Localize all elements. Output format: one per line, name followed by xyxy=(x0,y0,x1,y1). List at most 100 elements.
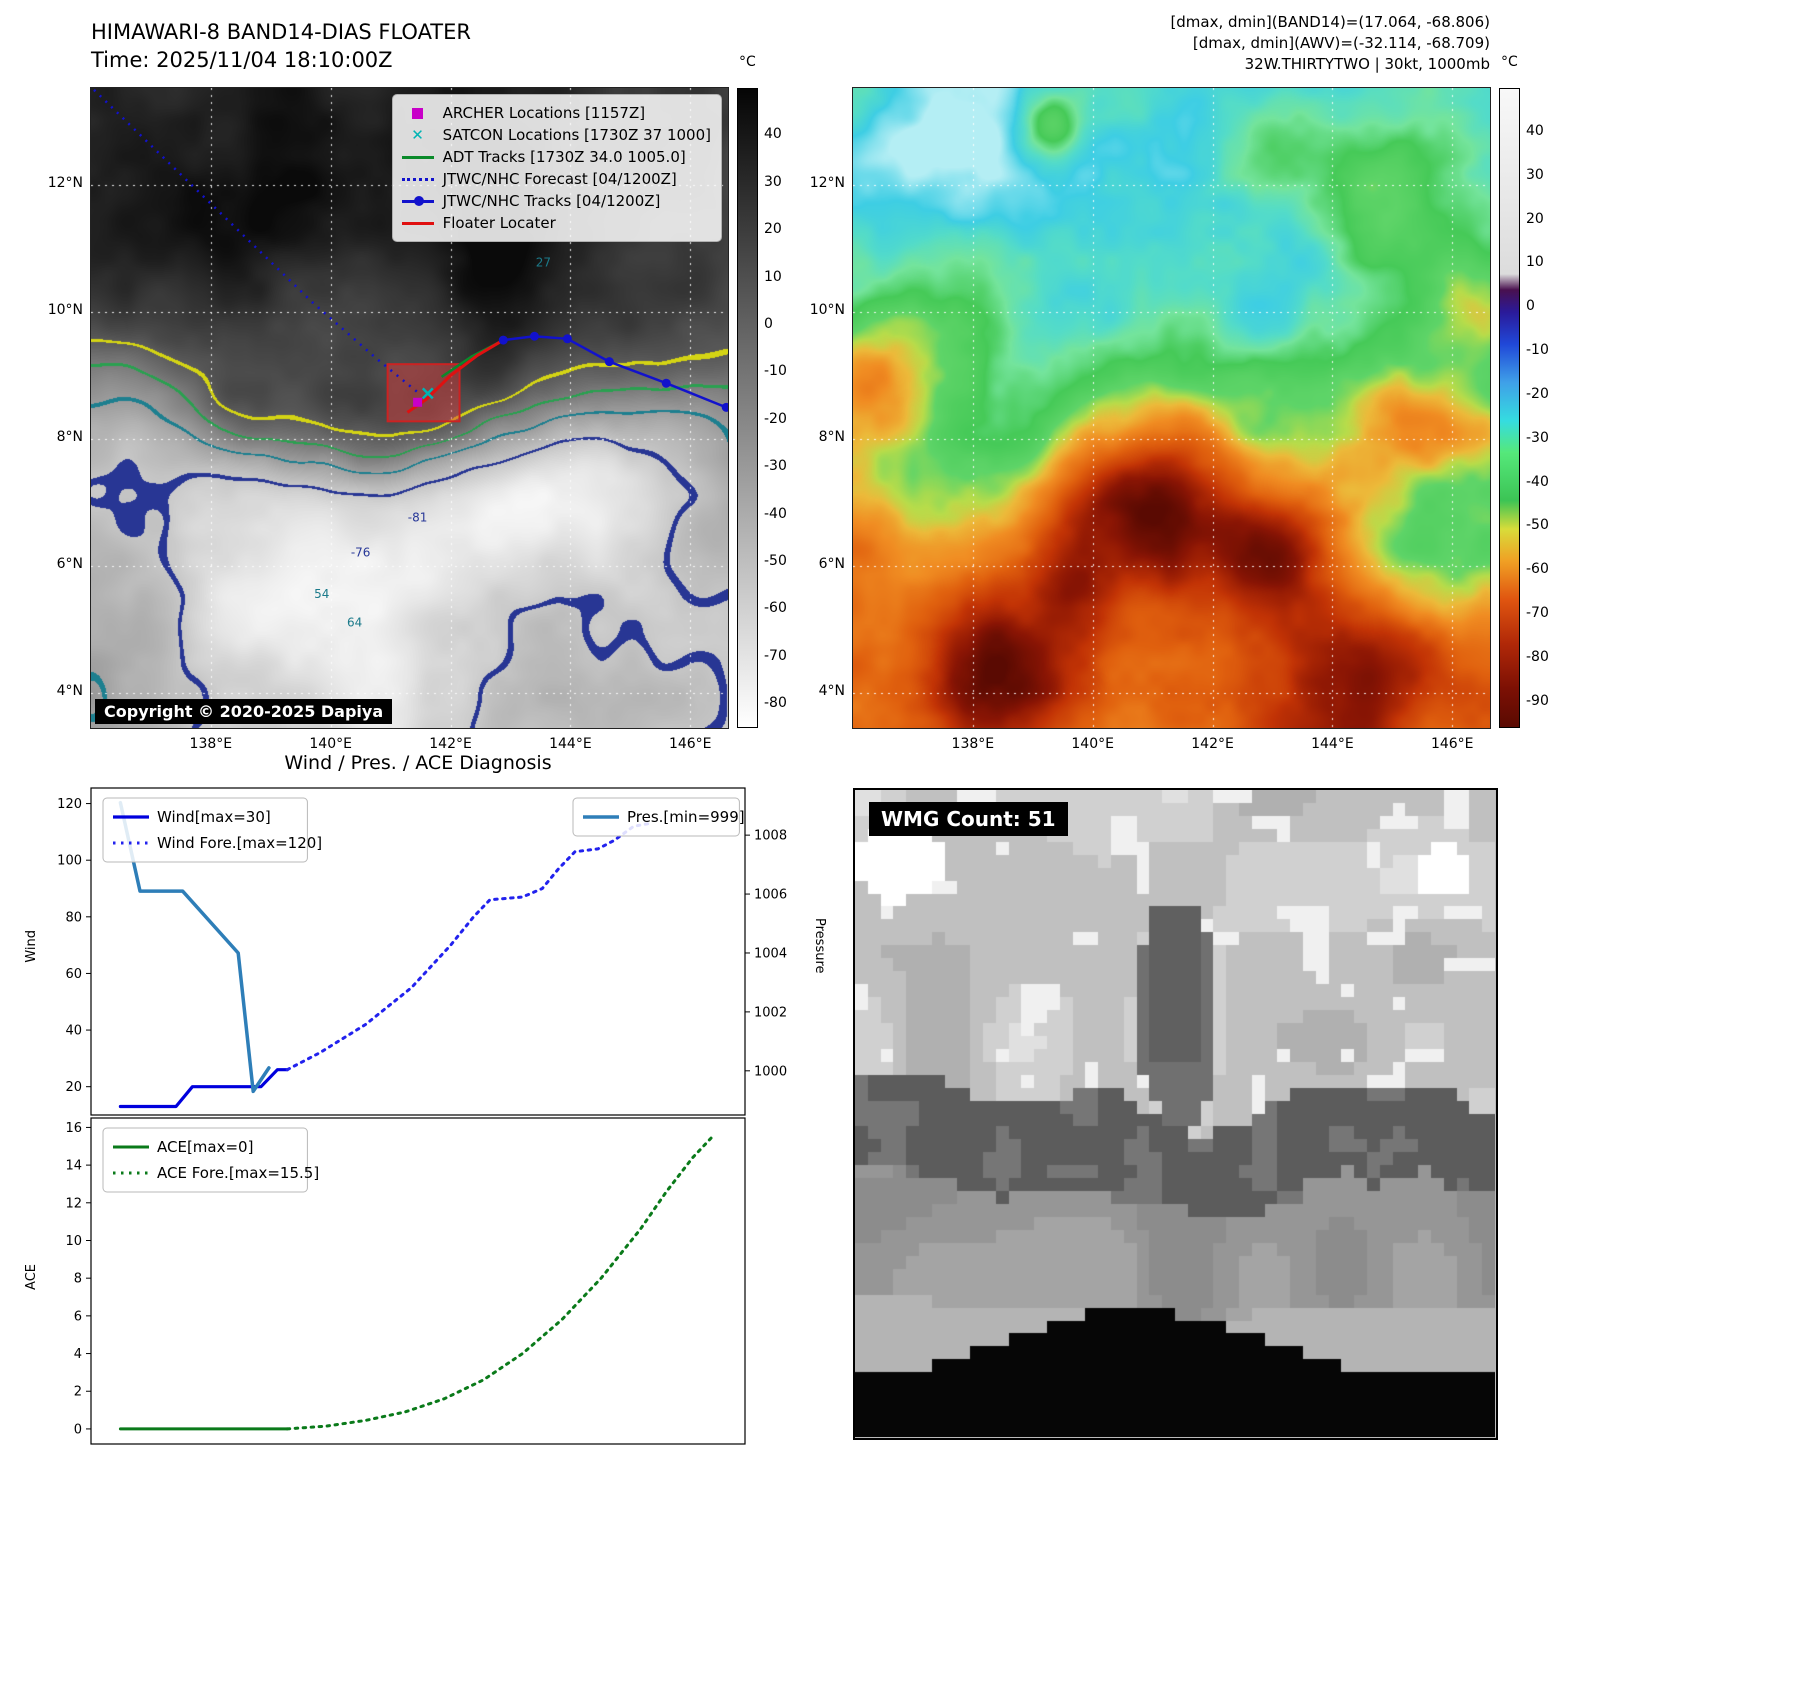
band14-legend-label: SATCON Locations [1730Z 37 1000] xyxy=(442,126,711,144)
pressure-axis-label: Pressure xyxy=(812,918,827,974)
band14-colorbar-tick: 40 xyxy=(764,126,782,143)
y2-tick-label: 1008 xyxy=(754,829,787,844)
band14-y-tick-label: 8°N xyxy=(56,429,83,446)
band14-colorbar-tick: 0 xyxy=(764,316,773,333)
dotted-marker-icon xyxy=(401,177,435,181)
band14-colorbar-tick: -40 xyxy=(764,505,787,522)
chart-legend-label: Wind Fore.[max=120] xyxy=(157,834,322,852)
dmax-dmin-awv: [dmax, dmin](AWV)=(-32.114, -68.709) xyxy=(1192,34,1490,52)
wind-pressure-chart: 20 40 60 80 100 120 1000 1002 1004 1006 1008 Wind[m… xyxy=(57,787,787,1116)
awv-colorbar-tick: -90 xyxy=(1526,692,1549,709)
copyright-badge: Copyright © 2020-2025 Dapiya xyxy=(95,699,393,724)
band14-title: HIMAWARI-8 BAND14-DIAS FLOATER xyxy=(91,20,471,44)
awv-colorbar-tick: 10 xyxy=(1526,254,1544,271)
band14-colorbar-tick: 20 xyxy=(764,221,782,238)
band14-legend-item: ✕ SATCON Locations [1730Z 37 1000] xyxy=(401,124,711,146)
band14-time: Time: 2025/11/04 18:10:00Z xyxy=(91,48,393,72)
y-tick-label: 8 xyxy=(74,1272,82,1287)
band14-y-tick-label: 4°N xyxy=(56,683,83,700)
band14-legend-item: ARCHER Locations [1157Z] xyxy=(401,102,711,124)
x-marker-icon: ✕ xyxy=(411,125,424,144)
y2-tick-label: 1002 xyxy=(754,1005,787,1020)
awv-colorbar-tick: -80 xyxy=(1526,648,1549,665)
awv-colorbar-tick: -60 xyxy=(1526,561,1549,578)
awv-x-tick-label: 146°E xyxy=(1430,736,1474,752)
band14-y-tick-label: 10°N xyxy=(47,302,83,319)
awv-colorbar-unit: °C xyxy=(1501,54,1518,70)
awv-colorbar-tick: -10 xyxy=(1526,342,1549,358)
chart-legend xyxy=(572,797,740,837)
band14-x-tick-label: 140°E xyxy=(309,736,352,752)
y-tick-label: 2 xyxy=(74,1385,82,1400)
y-tick-label: 120 xyxy=(57,797,82,812)
band14-colorbar-tick: 10 xyxy=(764,268,782,285)
band14-x-tick-label: 144°E xyxy=(549,736,592,752)
chart-legend-label: Pres.[min=999] xyxy=(627,808,745,826)
chart-legend-label: ACE Fore.[max=15.5] xyxy=(157,1164,319,1182)
wind-axis-label: Wind xyxy=(24,930,39,963)
band14-legend-item: JTWC/NHC Forecast [04/1200Z] xyxy=(401,168,711,190)
storm-id-intensity: 32W.THIRTYTWO | 30kt, 1000mb xyxy=(1244,55,1490,73)
awv-header: [dmax, dmin](BAND14)=(17.064, -68.806) [… xyxy=(1020,12,1490,75)
band14-legend-item: JTWC/NHC Tracks [04/1200Z] xyxy=(401,190,711,212)
awv-colorbar-tick: -70 xyxy=(1526,605,1549,622)
awv-y-tick-label: 10°N xyxy=(809,302,845,319)
y-tick-label: 60 xyxy=(65,967,82,982)
awv-x-tick-label: 140°E xyxy=(1071,736,1114,752)
band14-y-tick-label: 6°N xyxy=(56,556,83,573)
band14-colorbar-tick: -20 xyxy=(764,410,787,427)
y-tick-label: 4 xyxy=(74,1347,82,1362)
awv-colorbar-tick: -40 xyxy=(1526,473,1549,490)
band14-legend-label: Floater Locater xyxy=(442,214,556,232)
y-tick-label: 10 xyxy=(65,1234,82,1249)
band14-legend-item: ADT Tracks [1730Z 34.0 1005.0] xyxy=(401,146,711,168)
band14-legend-label: JTWC/NHC Forecast [04/1200Z] xyxy=(442,170,677,188)
wmg-pixel-image xyxy=(855,790,1495,1437)
awv-y-tick-label: 12°N xyxy=(809,175,845,192)
band14-colorbar-tick: -80 xyxy=(764,695,787,712)
band14-x-tick-label: 138°E xyxy=(189,736,233,752)
awv-map-panel xyxy=(852,87,1491,729)
y-tick-label: 100 xyxy=(57,854,82,869)
awv-x-tick-label: 142°E xyxy=(1191,736,1234,752)
y-tick-label: 16 xyxy=(65,1121,82,1136)
awv-colorbar-tick: 30 xyxy=(1526,166,1544,183)
awv-y-tick-label: 8°N xyxy=(818,429,845,446)
awv-colorbar-tick: 0 xyxy=(1526,298,1535,315)
ace-axis-label: ACE xyxy=(24,1264,39,1290)
square-marker-icon xyxy=(401,107,435,119)
band14-colorbar-tick: -30 xyxy=(764,458,787,475)
band14-legend-item: Floater Locater xyxy=(401,212,711,234)
band14-legend-label: ARCHER Locations [1157Z] xyxy=(442,104,646,122)
awv-y-tick-label: 4°N xyxy=(818,683,845,700)
band14-colorbar-tick: -60 xyxy=(764,600,787,617)
dmax-dmin-band14: [dmax, dmin](BAND14)=(17.064, -68.806) xyxy=(1170,13,1490,31)
awv-colorbar-tick: -30 xyxy=(1526,429,1549,446)
band14-colorbar-unit: °C xyxy=(739,54,756,70)
chart-legend-label: Wind[max=30] xyxy=(157,808,271,826)
diagnosis-title: Wind / Pres. / ACE Diagnosis xyxy=(284,752,552,774)
awv-satellite-image xyxy=(853,88,1490,728)
awv-colorbar-tick: -50 xyxy=(1526,517,1549,534)
awv-x-tick-label: 138°E xyxy=(951,736,995,752)
line-dot-marker-icon xyxy=(401,196,435,206)
awv-colorbar-tick: 20 xyxy=(1526,210,1544,227)
band14-colorbar-tick: 30 xyxy=(764,173,782,190)
band14-colorbar-tick: -70 xyxy=(764,647,787,664)
y2-tick-label: 1004 xyxy=(754,946,787,961)
band14-colorbar xyxy=(737,88,758,728)
awv-x-tick-label: 144°E xyxy=(1311,736,1354,752)
series-line xyxy=(118,800,271,1094)
ace-chart: 0 2 4 6 8 10 12 14 16 ACE[max=0] ACE Fore.[max=15.… xyxy=(65,1117,746,1445)
y-tick-label: 40 xyxy=(65,1024,82,1039)
band14-y-tick-label: 12°N xyxy=(47,175,83,192)
y-tick-label: 80 xyxy=(65,910,82,925)
awv-colorbar-tick: -20 xyxy=(1526,385,1549,402)
y-tick-label: 12 xyxy=(65,1196,82,1211)
wmg-panel: WMG Count: 51 xyxy=(853,788,1498,1440)
y-tick-label: 0 xyxy=(74,1422,82,1437)
band14-legend: ARCHER Locations [1157Z] ✕ SATCON Location… xyxy=(391,94,722,242)
series-line xyxy=(285,1135,714,1431)
band14-legend-label: JTWC/NHC Tracks [04/1200Z] xyxy=(442,192,661,210)
